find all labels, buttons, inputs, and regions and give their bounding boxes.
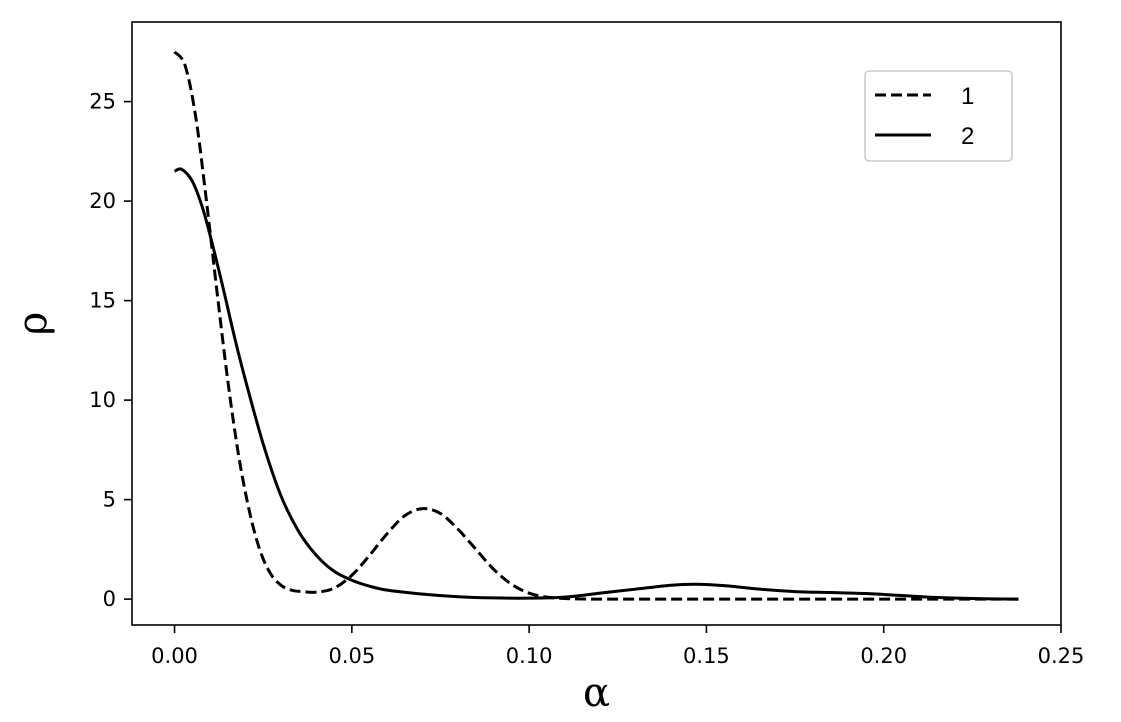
legend: 12 xyxy=(864,70,1013,162)
x-tick-label: 0.15 xyxy=(683,644,730,668)
legend-box xyxy=(864,70,1013,162)
x-axis: 0.00 0.05 0.10 0.15 0.20 0.25 xyxy=(151,625,1084,668)
x-tick-label: 0.20 xyxy=(860,644,907,668)
y-tick-label: 15 xyxy=(89,289,116,313)
y-tick-label: 5 xyxy=(103,488,116,512)
plot-frame xyxy=(131,21,1062,626)
series-layer xyxy=(173,50,1019,601)
legend-label-2: 2 xyxy=(961,123,974,150)
y-axis: 0 5 10 15 20 25 xyxy=(89,90,132,611)
x-tick-label: 0.25 xyxy=(1038,644,1085,668)
legend-label-1: 1 xyxy=(961,83,974,110)
series-line-2 xyxy=(173,167,1019,601)
x-tick-label: 0.00 xyxy=(151,644,198,668)
y-tick-label: 10 xyxy=(89,388,116,412)
y-tick-label: 25 xyxy=(89,90,116,114)
y-axis-label: ρ xyxy=(10,312,56,336)
x-axis-label: α xyxy=(583,670,610,716)
x-tick-label: 0.10 xyxy=(506,644,553,668)
y-tick-label: 20 xyxy=(89,189,116,213)
series-line-1 xyxy=(173,50,1019,601)
x-tick-label: 0.05 xyxy=(328,644,375,668)
y-tick-label: 0 xyxy=(103,587,116,611)
